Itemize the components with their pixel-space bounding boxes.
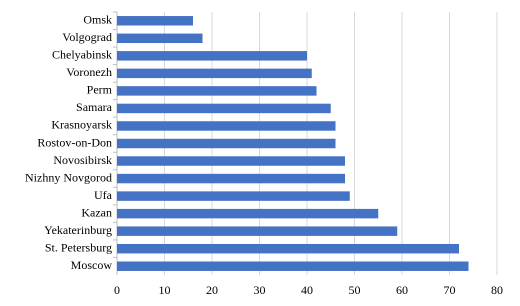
bar	[117, 103, 331, 114]
y-tick-label: Volgograd	[62, 30, 112, 44]
y-tick-label: Yekaterinburg	[44, 223, 112, 237]
x-tick-label: 20	[206, 283, 218, 297]
y-tick-label: Perm	[87, 83, 113, 97]
bar	[117, 243, 459, 254]
bar	[117, 16, 193, 26]
bar	[117, 226, 398, 236]
bar	[117, 173, 345, 184]
bar	[117, 33, 203, 44]
y-tick-label: Kazan	[81, 205, 112, 219]
y-tick-label: Chelyabinsk	[52, 48, 112, 62]
x-tick-label: 10	[159, 283, 171, 297]
x-tick-label: 60	[396, 283, 408, 297]
y-tick-label: Ufa	[94, 188, 113, 202]
bar	[117, 68, 312, 79]
y-tick-label: Omsk	[83, 13, 112, 27]
y-tick-label: Rostov-on-Don	[37, 135, 112, 149]
bar	[117, 208, 379, 219]
bar	[117, 191, 350, 201]
x-tick-label: 70	[444, 283, 456, 297]
x-tick-label: 30	[254, 283, 266, 297]
bar	[117, 138, 336, 149]
y-tick-label: Voronezh	[66, 65, 112, 79]
bar	[117, 86, 317, 96]
y-tick-label: Samara	[76, 100, 113, 114]
x-tick-label: 50	[349, 283, 361, 297]
bar	[117, 156, 345, 166]
bar	[117, 51, 307, 61]
y-tick-label: Novosibirsk	[53, 153, 112, 167]
y-tick-label: Krasnoyarsk	[51, 118, 112, 132]
x-tick-label: 80	[491, 283, 503, 297]
y-tick-label: Nizhny Novgorod	[25, 170, 112, 184]
y-tick-label: Moscow	[71, 258, 113, 272]
bar	[117, 261, 469, 271]
y-tick-label: St. Petersburg	[45, 240, 112, 254]
bar	[117, 121, 336, 131]
x-tick-label: 0	[114, 283, 120, 297]
x-tick-label: 40	[301, 283, 313, 297]
